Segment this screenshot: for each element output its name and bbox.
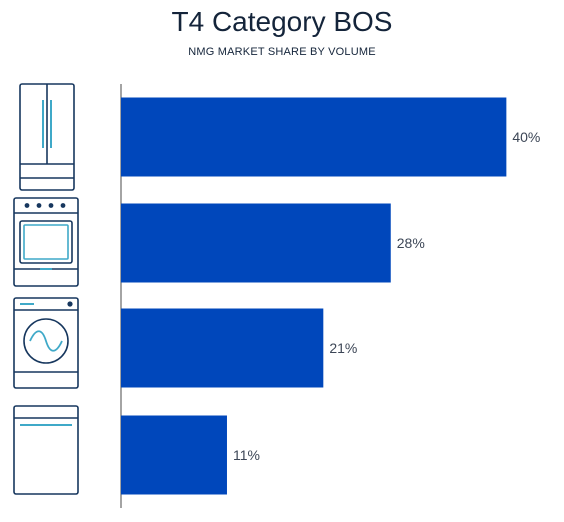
dishwasher-icon [13, 405, 79, 495]
chart-title: T4 Category BOS [171, 6, 393, 37]
chart-subtitle: NMG MARKET SHARE BY VOLUME [188, 46, 376, 58]
bars-group [121, 97, 507, 495]
refrigerator-icon [19, 83, 75, 191]
bar-refrigerator [121, 97, 507, 177]
bar-washer [121, 308, 324, 388]
value-labels-group: 40% 28% 21% 11% [233, 129, 540, 463]
value-label-washer: 21% [329, 340, 357, 356]
bar-range-oven [121, 203, 391, 283]
value-label-dishwasher: 11% [233, 447, 260, 463]
value-label-refrigerator: 40% [512, 129, 540, 145]
value-label-range-oven: 28% [397, 235, 425, 251]
washer-icon [13, 297, 79, 389]
bar-dishwasher [121, 415, 227, 495]
range-oven-icon [13, 197, 79, 287]
